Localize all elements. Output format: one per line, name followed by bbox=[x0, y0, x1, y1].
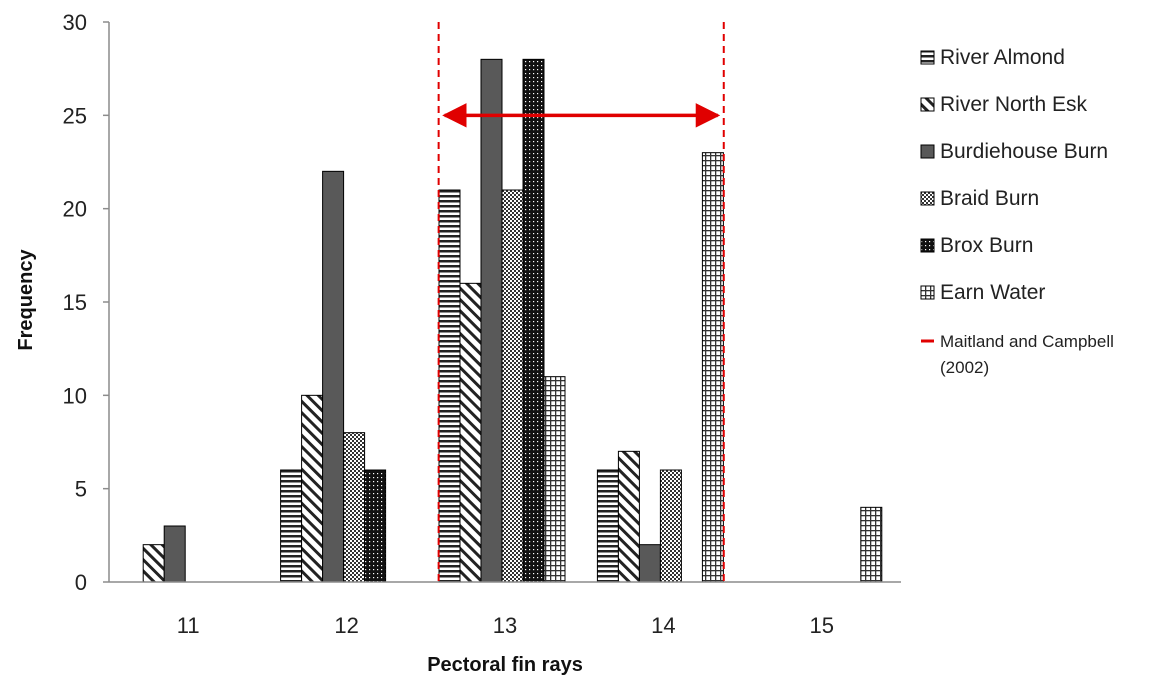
legend-label-brox-burn: Brox Burn bbox=[940, 234, 1033, 257]
legend-swatch-river-north-esk bbox=[920, 97, 935, 112]
bar-earn-water bbox=[860, 506, 883, 583]
bar-brox-burn bbox=[364, 469, 387, 583]
y-axis-title: Frequency bbox=[15, 249, 37, 351]
y-tick-label: 25 bbox=[63, 103, 87, 128]
bar-river-almond bbox=[596, 469, 619, 583]
legend-swatch-earn-water bbox=[920, 285, 935, 300]
legend: River Almond River North Esk Burdiehouse B… bbox=[920, 46, 1114, 377]
y-tick-label: 30 bbox=[63, 10, 87, 35]
bar-earn-water bbox=[701, 152, 724, 583]
y-tick-label: 5 bbox=[75, 477, 87, 502]
legend-label-reference: Maitland and Campbell bbox=[940, 332, 1114, 351]
bar-river-almond bbox=[280, 469, 303, 583]
legend-label-braid-burn: Braid Burn bbox=[940, 187, 1039, 210]
legend-swatch-burdiehouse-burn bbox=[920, 144, 935, 159]
bar-braid-burn bbox=[501, 189, 524, 583]
legend-label-burdiehouse-burn: Burdiehouse Burn bbox=[940, 140, 1108, 163]
bar-river-north-esk bbox=[459, 282, 482, 583]
y-tick-label: 0 bbox=[75, 570, 87, 595]
bar-burdiehouse-burn bbox=[322, 170, 345, 583]
y-tick-label: 10 bbox=[63, 383, 87, 408]
legend-swatch-brox-burn bbox=[920, 238, 935, 253]
reference-range bbox=[437, 22, 725, 582]
bar-river-north-esk bbox=[617, 450, 640, 583]
y-axis-ticks: 0 5 10 15 20 25 30 bbox=[63, 10, 109, 595]
bar-braid-burn bbox=[343, 432, 366, 583]
bars bbox=[142, 58, 883, 583]
legend-label-river-north-esk: River North Esk bbox=[940, 93, 1088, 116]
bar-braid-burn bbox=[659, 469, 682, 583]
legend-label-earn-water: Earn Water bbox=[940, 281, 1045, 304]
bar-brox-burn bbox=[522, 58, 545, 583]
x-tick-label: 12 bbox=[334, 613, 358, 638]
legend-swatch-braid-burn bbox=[920, 191, 935, 206]
bar-burdiehouse-burn bbox=[638, 544, 661, 583]
y-tick-label: 20 bbox=[63, 197, 87, 222]
x-tick-label: 14 bbox=[651, 613, 675, 638]
bar-burdiehouse-burn bbox=[480, 58, 503, 583]
bar-river-north-esk bbox=[301, 394, 324, 583]
legend-label-reference-year: (2002) bbox=[940, 358, 989, 377]
legend-label-river-almond: River Almond bbox=[940, 46, 1065, 69]
x-tick-label: 11 bbox=[177, 613, 200, 638]
x-axis-title: Pectoral fin rays bbox=[427, 654, 583, 676]
x-tick-label: 15 bbox=[810, 613, 834, 638]
x-tick-label: 13 bbox=[493, 613, 517, 638]
x-axis-labels: 11 12 13 14 15 bbox=[177, 613, 834, 638]
bar-river-almond bbox=[438, 189, 461, 583]
bar-burdiehouse-burn bbox=[163, 525, 186, 583]
bar-river-north-esk bbox=[142, 544, 165, 583]
legend-swatch-river-almond bbox=[920, 50, 935, 65]
bar-earn-water bbox=[543, 376, 566, 583]
y-tick-label: 15 bbox=[63, 290, 87, 315]
